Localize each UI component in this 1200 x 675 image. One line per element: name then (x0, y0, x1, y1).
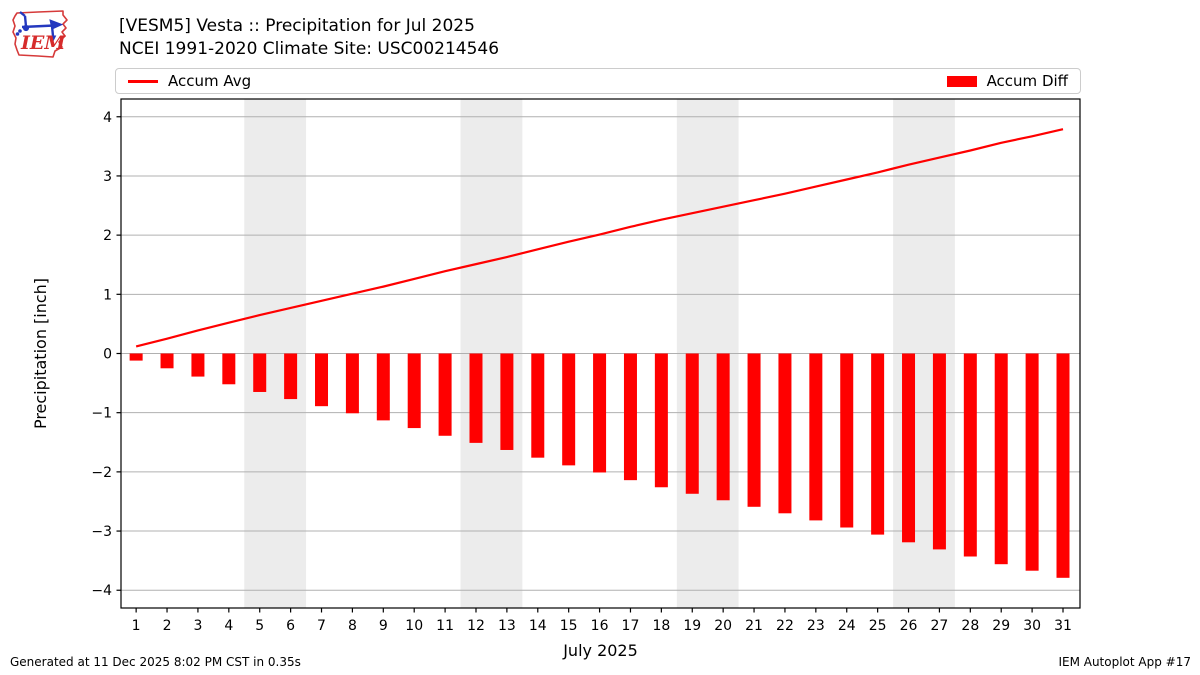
title-line-1: [VESM5] Vesta :: Precipitation for Jul 2… (119, 16, 475, 36)
x-tick-label: 23 (807, 618, 825, 634)
weather-vane-icon (15, 11, 64, 43)
iem-logo: IEM (8, 3, 72, 69)
x-tick-label: 13 (498, 618, 516, 634)
y-tick-label: −3 (91, 524, 112, 540)
accum-diff-bar (840, 353, 854, 528)
accum-diff-bar (469, 353, 483, 443)
accum-diff-bar (654, 353, 668, 488)
footer-generated-text: Generated at 11 Dec 2025 8:02 PM CST in … (10, 655, 301, 669)
x-tick-label: 2 (163, 618, 172, 634)
accum-diff-bar (500, 353, 514, 450)
accum-diff-bar (129, 353, 143, 361)
x-tick-label: 5 (255, 618, 264, 634)
iem-logo-text: IEM (20, 32, 66, 54)
legend-item-accum-diff: Accum Diff (946, 72, 1068, 90)
x-tick-label: 29 (992, 618, 1010, 634)
accum-diff-bar (315, 353, 329, 407)
y-tick-label: −4 (91, 583, 112, 599)
accum-diff-bar (994, 353, 1008, 565)
accum-diff-bar (871, 353, 885, 535)
accum-diff-bar (376, 353, 390, 421)
accum-diff-bar (253, 353, 267, 392)
accum-diff-bar (562, 353, 576, 466)
y-tick-label: 1 (103, 287, 112, 303)
footer-app-text: IEM Autoplot App #17 (1058, 655, 1191, 669)
y-tick-label: 0 (103, 347, 112, 363)
x-tick-label: 19 (683, 618, 701, 634)
x-tick-label: 10 (405, 618, 423, 634)
accum-diff-bar (222, 353, 236, 385)
x-tick-label: 25 (869, 618, 887, 634)
iowa-outline-icon: IEM (12, 10, 68, 58)
title-line-2: NCEI 1991-2020 Climate Site: USC00214546 (119, 39, 500, 59)
accum-diff-bar (191, 353, 205, 377)
accum-diff-bar (963, 353, 977, 557)
x-tick-label: 15 (560, 618, 578, 634)
x-tick-label: 8 (348, 618, 357, 634)
legend-label-accum-avg: Accum Avg (168, 72, 252, 90)
accum-diff-bar (932, 353, 946, 550)
x-tick-label: 4 (224, 618, 233, 634)
accum-diff-bar (284, 353, 298, 400)
x-tick-label: 27 (931, 618, 949, 634)
accum-diff-bar (1025, 353, 1039, 571)
legend: Accum Avg Accum Diff (115, 68, 1081, 94)
accum-diff-bar (716, 353, 730, 501)
x-tick-label: 26 (900, 618, 918, 634)
accum-diff-bar (407, 353, 421, 429)
x-tick-label: 21 (745, 618, 763, 634)
x-tick-label: 3 (193, 618, 202, 634)
line-swatch-icon (128, 79, 158, 83)
accum-diff-bar (531, 353, 545, 458)
legend-item-accum-avg: Accum Avg (128, 72, 251, 90)
accum-diff-bar (685, 353, 699, 494)
accum-diff-bar (160, 353, 174, 369)
x-axis-label: July 2025 (562, 641, 638, 660)
accum-diff-bar (809, 353, 823, 521)
accum-diff-bar (345, 353, 359, 414)
y-tick-label: −1 (91, 406, 112, 422)
accum-diff-bar (747, 353, 761, 507)
x-tick-label: 28 (961, 618, 979, 634)
y-tick-label: 4 (103, 110, 112, 126)
x-tick-label: 1 (132, 618, 141, 634)
y-axis-label: Precipitation [inch] (31, 278, 50, 429)
accum-diff-bar (902, 353, 916, 543)
x-tick-label: 30 (1023, 618, 1041, 634)
x-tick-label: 22 (776, 618, 794, 634)
chart-title: [VESM5] Vesta :: Precipitation for Jul 2… (119, 15, 499, 61)
accum-avg-line (135, 128, 1064, 348)
x-tick-label: 20 (714, 618, 732, 634)
legend-label-accum-diff: Accum Diff (986, 72, 1068, 90)
y-tick-label: 3 (103, 169, 112, 185)
patch-swatch-icon (946, 75, 977, 87)
accum-diff-bar (623, 353, 637, 481)
accum-diff-bar (778, 353, 792, 514)
x-tick-label: 14 (529, 618, 547, 634)
x-tick-label: 17 (622, 618, 640, 634)
x-tick-label: 24 (838, 618, 856, 634)
x-tick-label: 6 (286, 618, 295, 634)
x-tick-label: 18 (652, 618, 670, 634)
accum-diff-bar (1056, 353, 1070, 578)
y-tick-label: 2 (103, 228, 112, 244)
accum-diff-bar (438, 353, 452, 436)
accum-diff-bar (593, 353, 607, 473)
x-tick-label: 11 (436, 618, 454, 634)
x-tick-label: 31 (1054, 618, 1072, 634)
x-tick-label: 16 (591, 618, 609, 634)
x-tick-label: 7 (317, 618, 326, 634)
y-tick-label: −2 (91, 465, 112, 481)
x-tick-label: 9 (379, 618, 388, 634)
x-tick-label: 12 (467, 618, 485, 634)
